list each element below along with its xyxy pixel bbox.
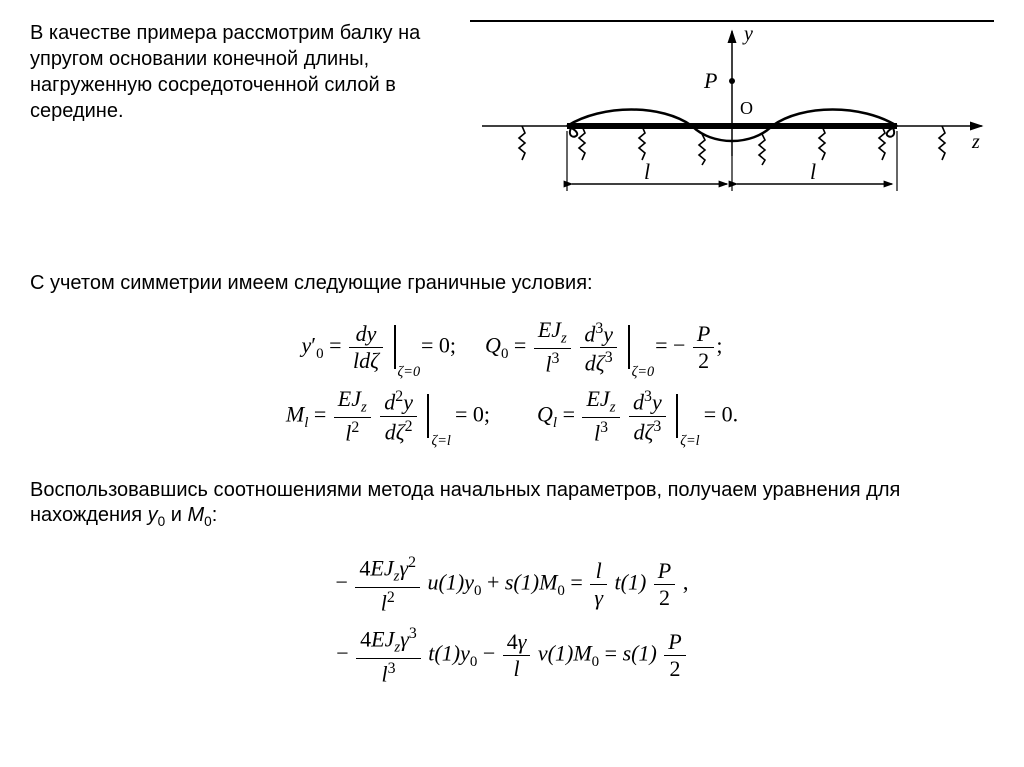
equation-block-2: − 4EJzγ2l2 u(1)y0 + s(1)M0 = lγ t(1) P2 … <box>30 549 994 691</box>
equation-block-1: y′0 = dyldζ ζ=0 = 0; Q0 = EJzl3 d3ydζ3 ζ… <box>30 313 994 450</box>
force-label: P <box>703 68 717 93</box>
intro-paragraph: В качестве примера рассмотрим балку на у… <box>30 20 450 124</box>
dim-l-right: l <box>810 159 816 184</box>
paragraph-bc: С учетом симметрии имеем следующие грани… <box>30 272 994 295</box>
axis-z-label: z <box>971 131 980 153</box>
paragraph-method: Воспользовавшись соотношениями метода на… <box>30 478 994 531</box>
beam-diagram: y z P O <box>470 20 994 232</box>
dim-l-left: l <box>644 159 650 184</box>
origin-label: O <box>740 98 753 118</box>
axis-y-label: y <box>742 26 753 45</box>
